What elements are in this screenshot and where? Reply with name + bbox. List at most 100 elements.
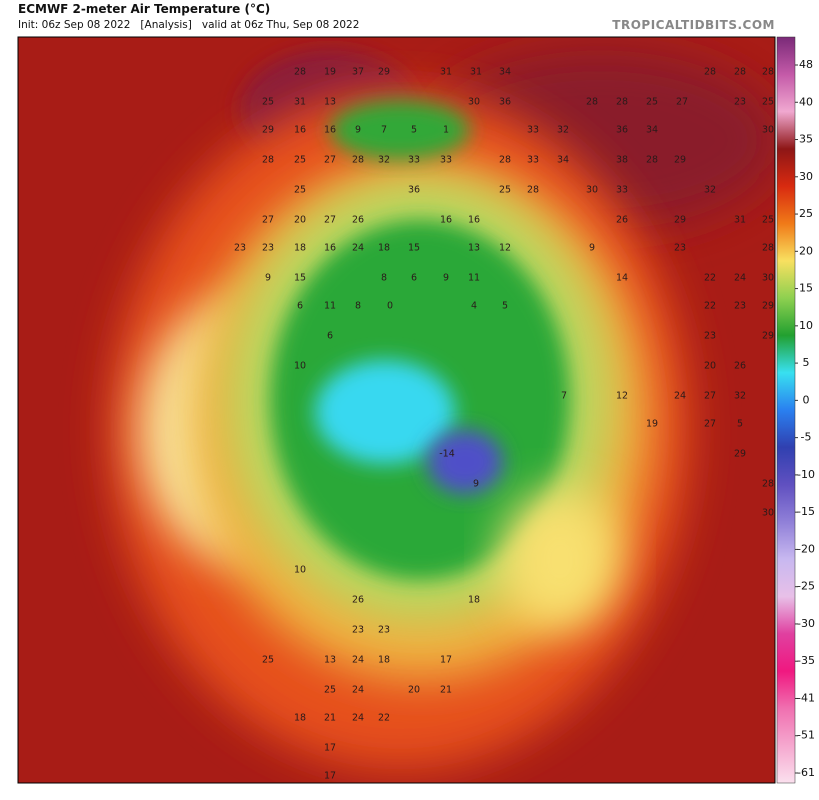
map-value-label: 34 (499, 67, 511, 78)
colorbar-label: -25 (797, 580, 815, 593)
map-value-label: 32 (734, 391, 746, 402)
map-value-label: 28 (499, 155, 511, 166)
map-value-label: 11 (324, 301, 336, 312)
map-value-label: 25 (499, 185, 511, 196)
map-value-label: 27 (262, 215, 274, 226)
map-value-label: 26 (352, 215, 364, 226)
title: ECMWF 2-meter Air Temperature (°C) (18, 2, 271, 16)
map-value-label: 8 (381, 273, 387, 284)
map-value-label: 16 (468, 215, 480, 226)
map-value-label: 8 (355, 301, 361, 312)
map-value-label: 7 (561, 391, 567, 402)
map-value-label: 29 (762, 301, 774, 312)
map-value-label: 23 (262, 243, 274, 254)
map-value-label: 5 (737, 419, 743, 430)
map-value-label: 30 (762, 125, 774, 136)
colorbar-label: -20 (797, 542, 815, 555)
map-value-label: 36 (499, 97, 511, 108)
map-value-label: 28 (762, 479, 774, 490)
map-value-label: 32 (378, 155, 390, 166)
map-value-label: 15 (294, 273, 306, 284)
map-value-label: 6 (411, 273, 417, 284)
map-value-label: 13 (468, 243, 480, 254)
map-value-label: 12 (499, 243, 511, 254)
map-value-label: 9 (473, 479, 479, 490)
map-value-label: 24 (674, 391, 686, 402)
map-value-label: 29 (734, 449, 746, 460)
map-value-label: 38 (616, 155, 628, 166)
colorbar-label: 20 (799, 244, 813, 257)
map-value-label: 26 (352, 595, 364, 606)
map-value-label: 18 (294, 243, 306, 254)
map-value-label: 23 (378, 625, 390, 636)
map-value-label: 23 (352, 625, 364, 636)
init-time: Init: 06z Sep 08 2022 (18, 19, 131, 31)
map-value-label: 32 (557, 125, 569, 136)
colorbar-label: -41 (797, 691, 815, 704)
colorbar-label: -61 (797, 766, 815, 779)
map-value-label: 27 (676, 97, 688, 108)
map-value-label: 27 (704, 419, 716, 430)
map-value-label: 16 (324, 125, 336, 136)
colorbar-label: 5 (803, 356, 810, 369)
map-value-label: 23 (234, 243, 246, 254)
map-value-label: 36 (616, 125, 628, 136)
map-value-label: 30 (468, 97, 480, 108)
colorbar-label: 48 (799, 58, 813, 71)
map-value-label: 30 (762, 273, 774, 284)
map-value-label: 17 (440, 655, 452, 666)
map-value-label: 9 (443, 273, 449, 284)
map-value-label: 5 (502, 301, 508, 312)
map-value-label: 28 (704, 67, 716, 78)
map-value-label: 26 (734, 361, 746, 372)
map-value-label: 27 (324, 215, 336, 226)
map-value-label: 1 (443, 125, 449, 136)
map-value-label: 25 (294, 185, 306, 196)
map-value-label: 9 (355, 125, 361, 136)
map-value-label: 28 (616, 97, 628, 108)
map-value-label: 28 (352, 155, 364, 166)
map-value-label: 9 (589, 243, 595, 254)
colorbar-label: 0 (803, 393, 810, 406)
colorbar-label: -5 (801, 431, 812, 444)
map-value-label: 23 (734, 97, 746, 108)
source-site: TROPICALTIDBITS.COM (612, 18, 775, 32)
map-value-label: 28 (734, 67, 746, 78)
map-value-label: 31 (470, 67, 482, 78)
run-type: [Analysis] (140, 19, 192, 31)
map-value-label: 23 (674, 243, 686, 254)
map-value-label: 0 (387, 301, 393, 312)
colorbar-label: 25 (799, 207, 813, 220)
map-value-label: 5 (411, 125, 417, 136)
map-value-label: 19 (324, 67, 336, 78)
map-value-label: 31 (734, 215, 746, 226)
map-value-label: 25 (262, 97, 274, 108)
map-value-label: 16 (294, 125, 306, 136)
colorbar-label: -30 (797, 617, 815, 630)
map-value-label: 17 (324, 743, 336, 754)
colorbar-label: -51 (797, 729, 815, 742)
map-value-label: 33 (616, 185, 628, 196)
map-value-label: 13 (324, 655, 336, 666)
map-value-label: 31 (440, 67, 452, 78)
map-value-label: 18 (294, 713, 306, 724)
map-value-label: 27 (704, 391, 716, 402)
colorbar-label: 35 (799, 133, 813, 146)
map-value-label: 23 (704, 331, 716, 342)
map-value-label: 25 (646, 97, 658, 108)
map-value-label: 13 (324, 97, 336, 108)
map-value-label: 33 (440, 155, 452, 166)
map-value-label: 30 (762, 508, 774, 519)
map-value-label: 25 (262, 655, 274, 666)
map-value-label: 25 (762, 215, 774, 226)
map-value-label: 22 (704, 273, 716, 284)
map-value-label: 15 (408, 243, 420, 254)
map-value-label: 9 (265, 273, 271, 284)
map-value-label: 28 (262, 155, 274, 166)
colorbar-label: 10 (799, 319, 813, 332)
map-value-label: 24 (352, 685, 364, 696)
map-value-label: 36 (408, 185, 420, 196)
map-value-label: 28 (762, 243, 774, 254)
